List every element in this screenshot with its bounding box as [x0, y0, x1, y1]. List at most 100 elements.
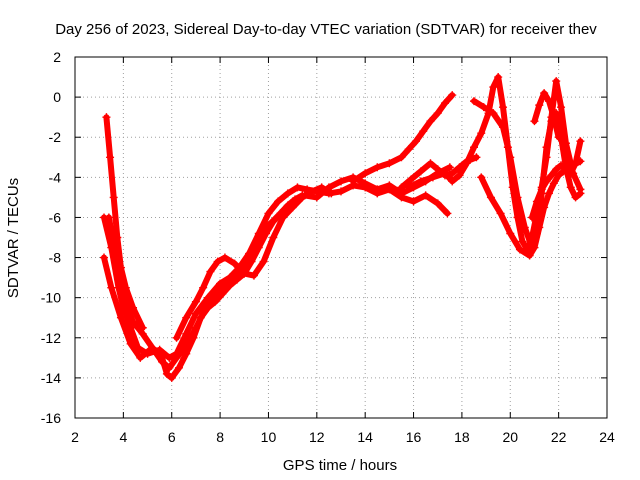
y-tick-label: -14 [41, 370, 61, 386]
data-point-marker [552, 165, 561, 174]
data-point-marker [213, 257, 222, 266]
data-point-marker [540, 203, 549, 212]
data-point-marker [262, 229, 271, 238]
data-point-marker [486, 193, 495, 202]
data-point-marker [191, 309, 200, 318]
data-point-marker [520, 223, 529, 232]
data-point-marker [506, 229, 515, 238]
x-tick-label: 22 [551, 429, 567, 445]
data-point-marker [566, 169, 575, 178]
data-point-marker [317, 183, 326, 192]
data-point-marker [428, 173, 437, 182]
data-point-marker [116, 313, 125, 322]
data-point-marker [349, 177, 358, 186]
data-point-marker [443, 209, 452, 218]
data-point-marker [218, 289, 227, 298]
data-point-marker [165, 353, 174, 362]
data-point-marker [518, 237, 527, 246]
data-point-marker [230, 259, 239, 268]
data-point-marker [477, 129, 486, 138]
data-point-marker [247, 257, 256, 266]
data-point-marker [269, 217, 278, 226]
x-tick-label: 10 [261, 429, 277, 445]
x-tick-labels: 2 4 6 8 10 12 14 16 18 20 22 24 [71, 429, 615, 445]
data-point-marker [288, 203, 297, 212]
data-point-marker [189, 333, 198, 342]
data-point-marker [530, 243, 539, 252]
data-point-marker [557, 103, 566, 112]
data-point-marker [106, 153, 115, 162]
series-line-track-6 [350, 92, 456, 185]
data-point-marker [361, 169, 370, 178]
data-point-marker [419, 127, 428, 136]
data-point-marker [416, 167, 425, 176]
x-tick-label: 18 [454, 429, 470, 445]
data-point-marker [397, 183, 406, 192]
data-point-marker [126, 339, 135, 348]
x-tick-label: 8 [216, 429, 224, 445]
data-point-marker [269, 233, 278, 242]
data-point-marker [433, 109, 442, 118]
data-point-marker [182, 349, 191, 358]
data-point-marker [191, 297, 200, 306]
x-tick-label: 24 [599, 429, 615, 445]
data-point-marker [337, 177, 345, 186]
data-point-marker [158, 353, 167, 362]
data-point-marker [489, 83, 498, 92]
data-point-marker [167, 373, 176, 382]
x-tick-label: 20 [502, 429, 518, 445]
data-point-marker [182, 313, 191, 322]
data-point-marker [119, 293, 128, 302]
y-tick-label: 0 [53, 89, 61, 105]
data-point-marker [477, 173, 486, 182]
data-point-marker [307, 187, 316, 196]
data-point-marker [404, 145, 413, 154]
data-point-marker [259, 257, 268, 266]
data-point-marker [470, 97, 478, 106]
data-point-marker [448, 177, 457, 186]
data-point-marker [225, 281, 234, 290]
data-point-marker [283, 189, 292, 198]
x-tick-label: 6 [168, 429, 176, 445]
data-point-marker [196, 313, 205, 322]
data-point-marker [535, 223, 544, 232]
grid-lines [75, 57, 607, 418]
data-point-marker [530, 117, 539, 126]
y-tick-label: -10 [41, 290, 61, 306]
data-point-marker [542, 143, 551, 152]
data-point-marker [182, 329, 191, 338]
y-tick-label: 2 [53, 49, 61, 65]
data-point-marker [566, 183, 575, 192]
data-point-marker [525, 251, 534, 260]
data-point-marker [544, 97, 553, 106]
data-point-marker [554, 133, 563, 142]
data-point-marker [107, 283, 116, 292]
y-tick-label: -12 [41, 330, 61, 346]
data-point-marker [104, 213, 113, 222]
data-point-marker [411, 137, 420, 146]
data-point-marker [172, 333, 181, 342]
series-line-track-5 [173, 184, 335, 341]
data-point-marker [540, 89, 549, 98]
data-point-marker [499, 103, 508, 112]
data-point-marker [489, 109, 498, 118]
y-axis-label: SDTVAR / TECUs [5, 178, 22, 298]
data-point-marker [373, 163, 382, 172]
data-point-marker [174, 363, 183, 372]
data-point-marker [542, 177, 551, 186]
data-point-marker [298, 193, 307, 202]
data-point-marker [102, 113, 111, 122]
plot-frame [74, 56, 608, 419]
data-point-marker [206, 267, 215, 276]
data-point-marker [433, 199, 442, 208]
data-point-marker [129, 317, 138, 326]
data-point-marker [220, 253, 229, 262]
data-point-marker [426, 159, 435, 168]
data-point-marker [470, 143, 478, 152]
data-point-marker [240, 269, 249, 278]
data-point-marker [327, 189, 336, 198]
data-point-marker [549, 113, 558, 122]
data-point-marker [462, 159, 471, 168]
data-point-marker [549, 179, 558, 188]
